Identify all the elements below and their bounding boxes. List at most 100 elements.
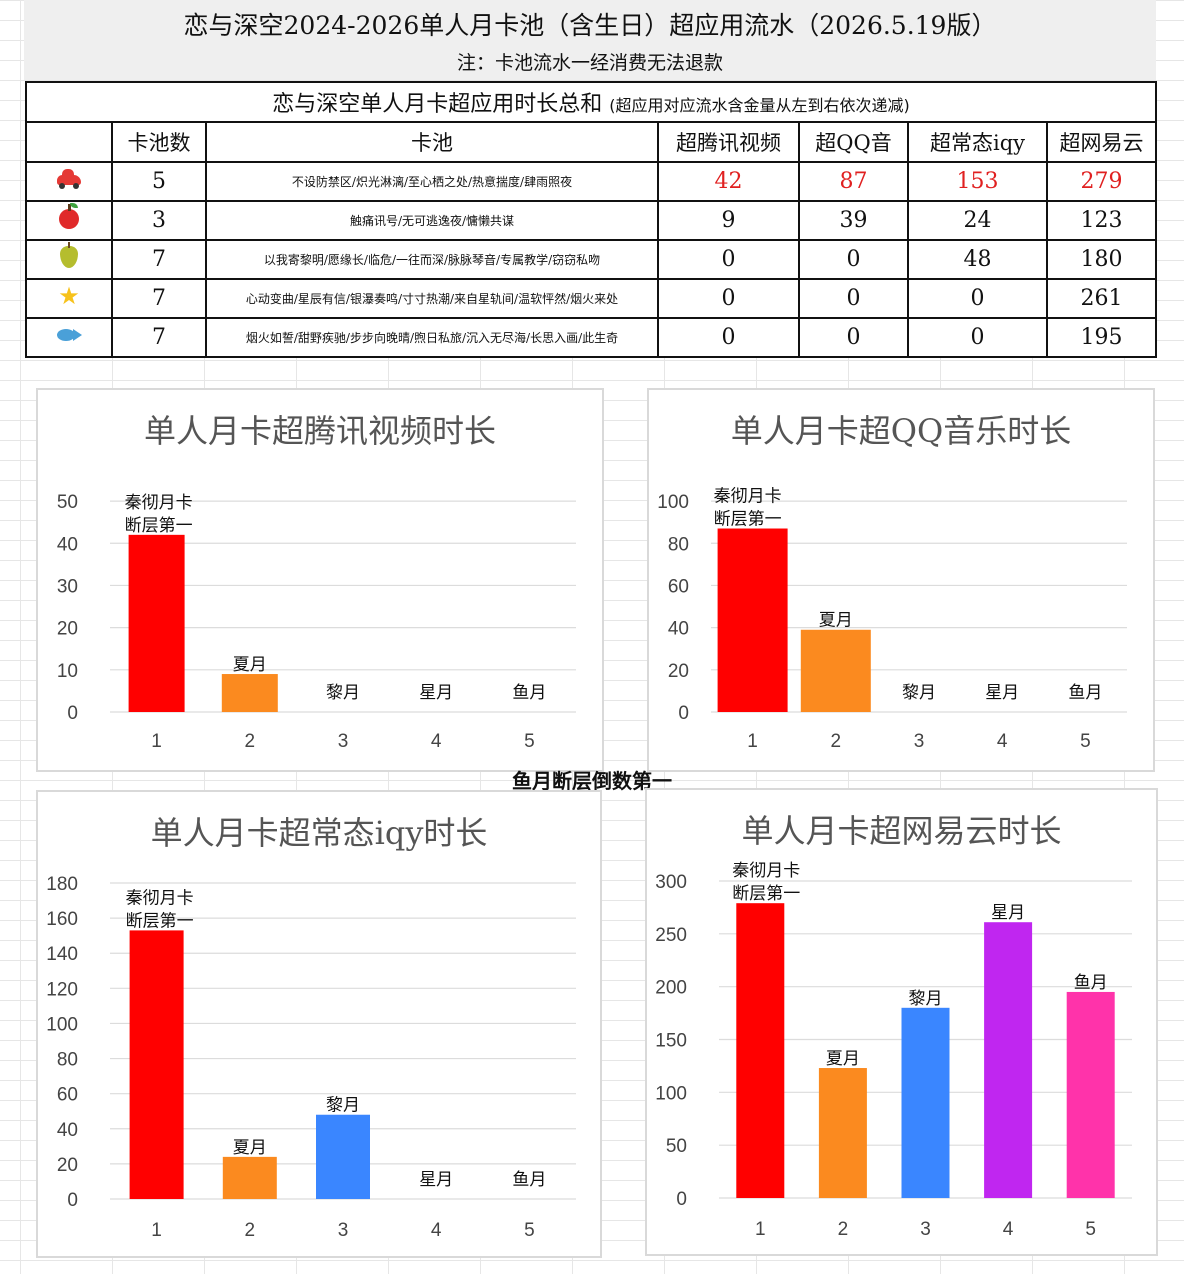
- bar-data-label: 星月: [985, 683, 1019, 703]
- y-tick-label: 50: [57, 492, 78, 513]
- row-icon-cell: ★: [25, 278, 113, 319]
- x-tick-label: 1: [755, 1219, 766, 1240]
- row-qq-value: 0: [798, 278, 909, 319]
- chart-title: 单人月卡超QQ音乐时长: [731, 412, 1071, 450]
- chart-panel-netease: 单人月卡超网易云时长 0 50 100 150 200 250 300 秦彻月卡 断层第一 1 夏月 2…: [645, 788, 1158, 1256]
- column-header-qq: 超QQ音: [798, 121, 909, 163]
- x-tick-label: 3: [338, 731, 349, 752]
- table-caption-subtitle: (超应用对应流水含金量从左到右依次递减): [609, 96, 910, 115]
- bar-data-label: 黎月: [902, 683, 936, 703]
- y-tick-label: 200: [655, 978, 687, 999]
- header-band: [24, 0, 1156, 80]
- bar: [1066, 991, 1115, 1198]
- y-tick-label: 20: [668, 661, 689, 682]
- bar: [129, 930, 184, 1199]
- table-caption: 恋与深空单人月卡超应用时长总和 (超应用对应流水含金量从左到右依次递减): [25, 81, 1157, 123]
- bar-data-label: 秦彻月卡: [125, 493, 193, 513]
- column-header-iqy: 超常态iqy: [907, 121, 1048, 163]
- pear-icon: [54, 242, 84, 269]
- bar-data-label: 断层第一: [714, 510, 782, 530]
- bar: [316, 1114, 370, 1199]
- column-header-netease: 超网易云: [1046, 121, 1157, 163]
- row-tencent-value: 0: [657, 278, 800, 319]
- bar: [736, 903, 785, 1198]
- x-tick-label: 2: [245, 1220, 256, 1241]
- y-tick-label: 0: [678, 703, 689, 724]
- chart-panel-tencent: 单人月卡超腾讯视频时长 0 10 20 30 40 50 秦彻月卡 断层第一 1 夏月 2 黎月 3 星月 4…: [36, 388, 604, 772]
- row-iqy-value: 0: [907, 317, 1048, 358]
- x-tick-label: 1: [151, 1220, 162, 1241]
- y-tick-label: 20: [57, 619, 78, 640]
- y-tick-label: 300: [655, 872, 687, 893]
- row-count: 7: [111, 239, 207, 280]
- x-tick-label: 3: [920, 1219, 931, 1240]
- row-count: 5: [111, 161, 207, 202]
- bar-data-label: 黎月: [326, 683, 360, 703]
- y-tick-label: 140: [46, 944, 78, 965]
- y-tick-label: 60: [57, 1085, 78, 1106]
- row-tencent-value: 0: [657, 317, 800, 358]
- y-tick-label: 120: [46, 979, 78, 1000]
- y-tick-label: 30: [57, 576, 78, 597]
- row-pools: 以我寄黎明/愿缘长/临危/一往而深/脉脉琴音/专属教学/窃窃私吻: [205, 239, 659, 280]
- chart-iqy: 单人月卡超常态iqy时长 0 20 40 60 80 100 120 140 160 180 秦彻月卡…: [46, 814, 576, 1241]
- x-tick-label: 4: [997, 731, 1008, 752]
- y-tick-label: 20: [57, 1155, 78, 1176]
- table-row: 3 触痛讯号/无可逃逸夜/慵懒共谋 9 39 24 123: [25, 200, 1157, 241]
- row-pools: 烟火如誓/甜野疾驰/步步向晚晴/煦日私旅/沉入无尽海/长思入画/此生奇: [205, 317, 659, 358]
- x-tick-label: 5: [524, 731, 535, 752]
- bar-data-label: 黎月: [326, 1096, 360, 1116]
- y-tick-label: 80: [668, 534, 689, 555]
- row-icon-cell: [25, 239, 113, 280]
- y-tick-label: 40: [57, 534, 78, 555]
- bar-data-label: 断层第一: [125, 516, 193, 536]
- x-tick-label: 2: [245, 731, 256, 752]
- bar-data-label: 星月: [419, 1170, 453, 1190]
- bar-data-label: 星月: [419, 683, 453, 703]
- column-header-pools: 卡池: [205, 121, 659, 163]
- row-tencent-value: 9: [657, 200, 800, 241]
- bar: [818, 1068, 867, 1198]
- row-tencent-value: 42: [657, 161, 800, 202]
- bar-data-label: 夏月: [819, 611, 853, 631]
- chart-title: 单人月卡超网易云时长: [741, 812, 1061, 850]
- bar: [800, 629, 871, 712]
- chart-panel-qq: 单人月卡超QQ音乐时长 0 20 40 60 80 100 秦彻月卡 断层第一 1 夏月 2 黎月 3 星月…: [647, 388, 1155, 772]
- table-caption-title: 恋与深空单人月卡超应用时长总和: [272, 92, 603, 117]
- row-iqy-value: 24: [907, 200, 1048, 241]
- column-header-icon: [25, 121, 113, 163]
- bar: [901, 1007, 950, 1198]
- bar-data-label: 夏月: [233, 655, 267, 675]
- bar-data-label: 鱼月: [1074, 973, 1108, 993]
- x-tick-label: 2: [838, 1219, 849, 1240]
- row-count: 7: [111, 278, 207, 319]
- bar: [222, 1156, 277, 1199]
- x-tick-label: 4: [431, 1220, 442, 1241]
- row-iqy-value: 0: [907, 278, 1048, 319]
- y-tick-label: 60: [668, 576, 689, 597]
- x-tick-label: 4: [431, 731, 442, 752]
- row-netease-value: 279: [1046, 161, 1157, 202]
- y-tick-label: 50: [666, 1136, 687, 1157]
- row-icon-cell: [25, 200, 113, 241]
- fish-icon: [54, 323, 84, 347]
- row-qq-value: 0: [798, 317, 909, 358]
- bar-data-label: 断层第一: [126, 911, 194, 931]
- row-count: 7: [111, 317, 207, 358]
- bar-data-label: 断层第一: [732, 884, 800, 904]
- chart-title: 单人月卡超腾讯视频时长: [144, 412, 496, 450]
- bar-data-label: 秦彻月卡: [126, 888, 194, 908]
- x-tick-label: 4: [1003, 1219, 1014, 1240]
- column-header-count: 卡池数: [111, 121, 207, 163]
- row-tencent-value: 0: [657, 239, 800, 280]
- bar: [984, 922, 1033, 1198]
- bar-data-label: 鱼月: [512, 1170, 546, 1190]
- bar-data-label: 鱼月: [1068, 683, 1102, 703]
- x-tick-label: 5: [1085, 1219, 1096, 1240]
- x-tick-label: 5: [524, 1220, 535, 1241]
- row-netease-value: 195: [1046, 317, 1157, 358]
- page-title: 恋与深空2024-2026单人月卡池（含生日）超应用流水（2026.5.19版）: [183, 11, 997, 40]
- row-qq-value: 0: [798, 239, 909, 280]
